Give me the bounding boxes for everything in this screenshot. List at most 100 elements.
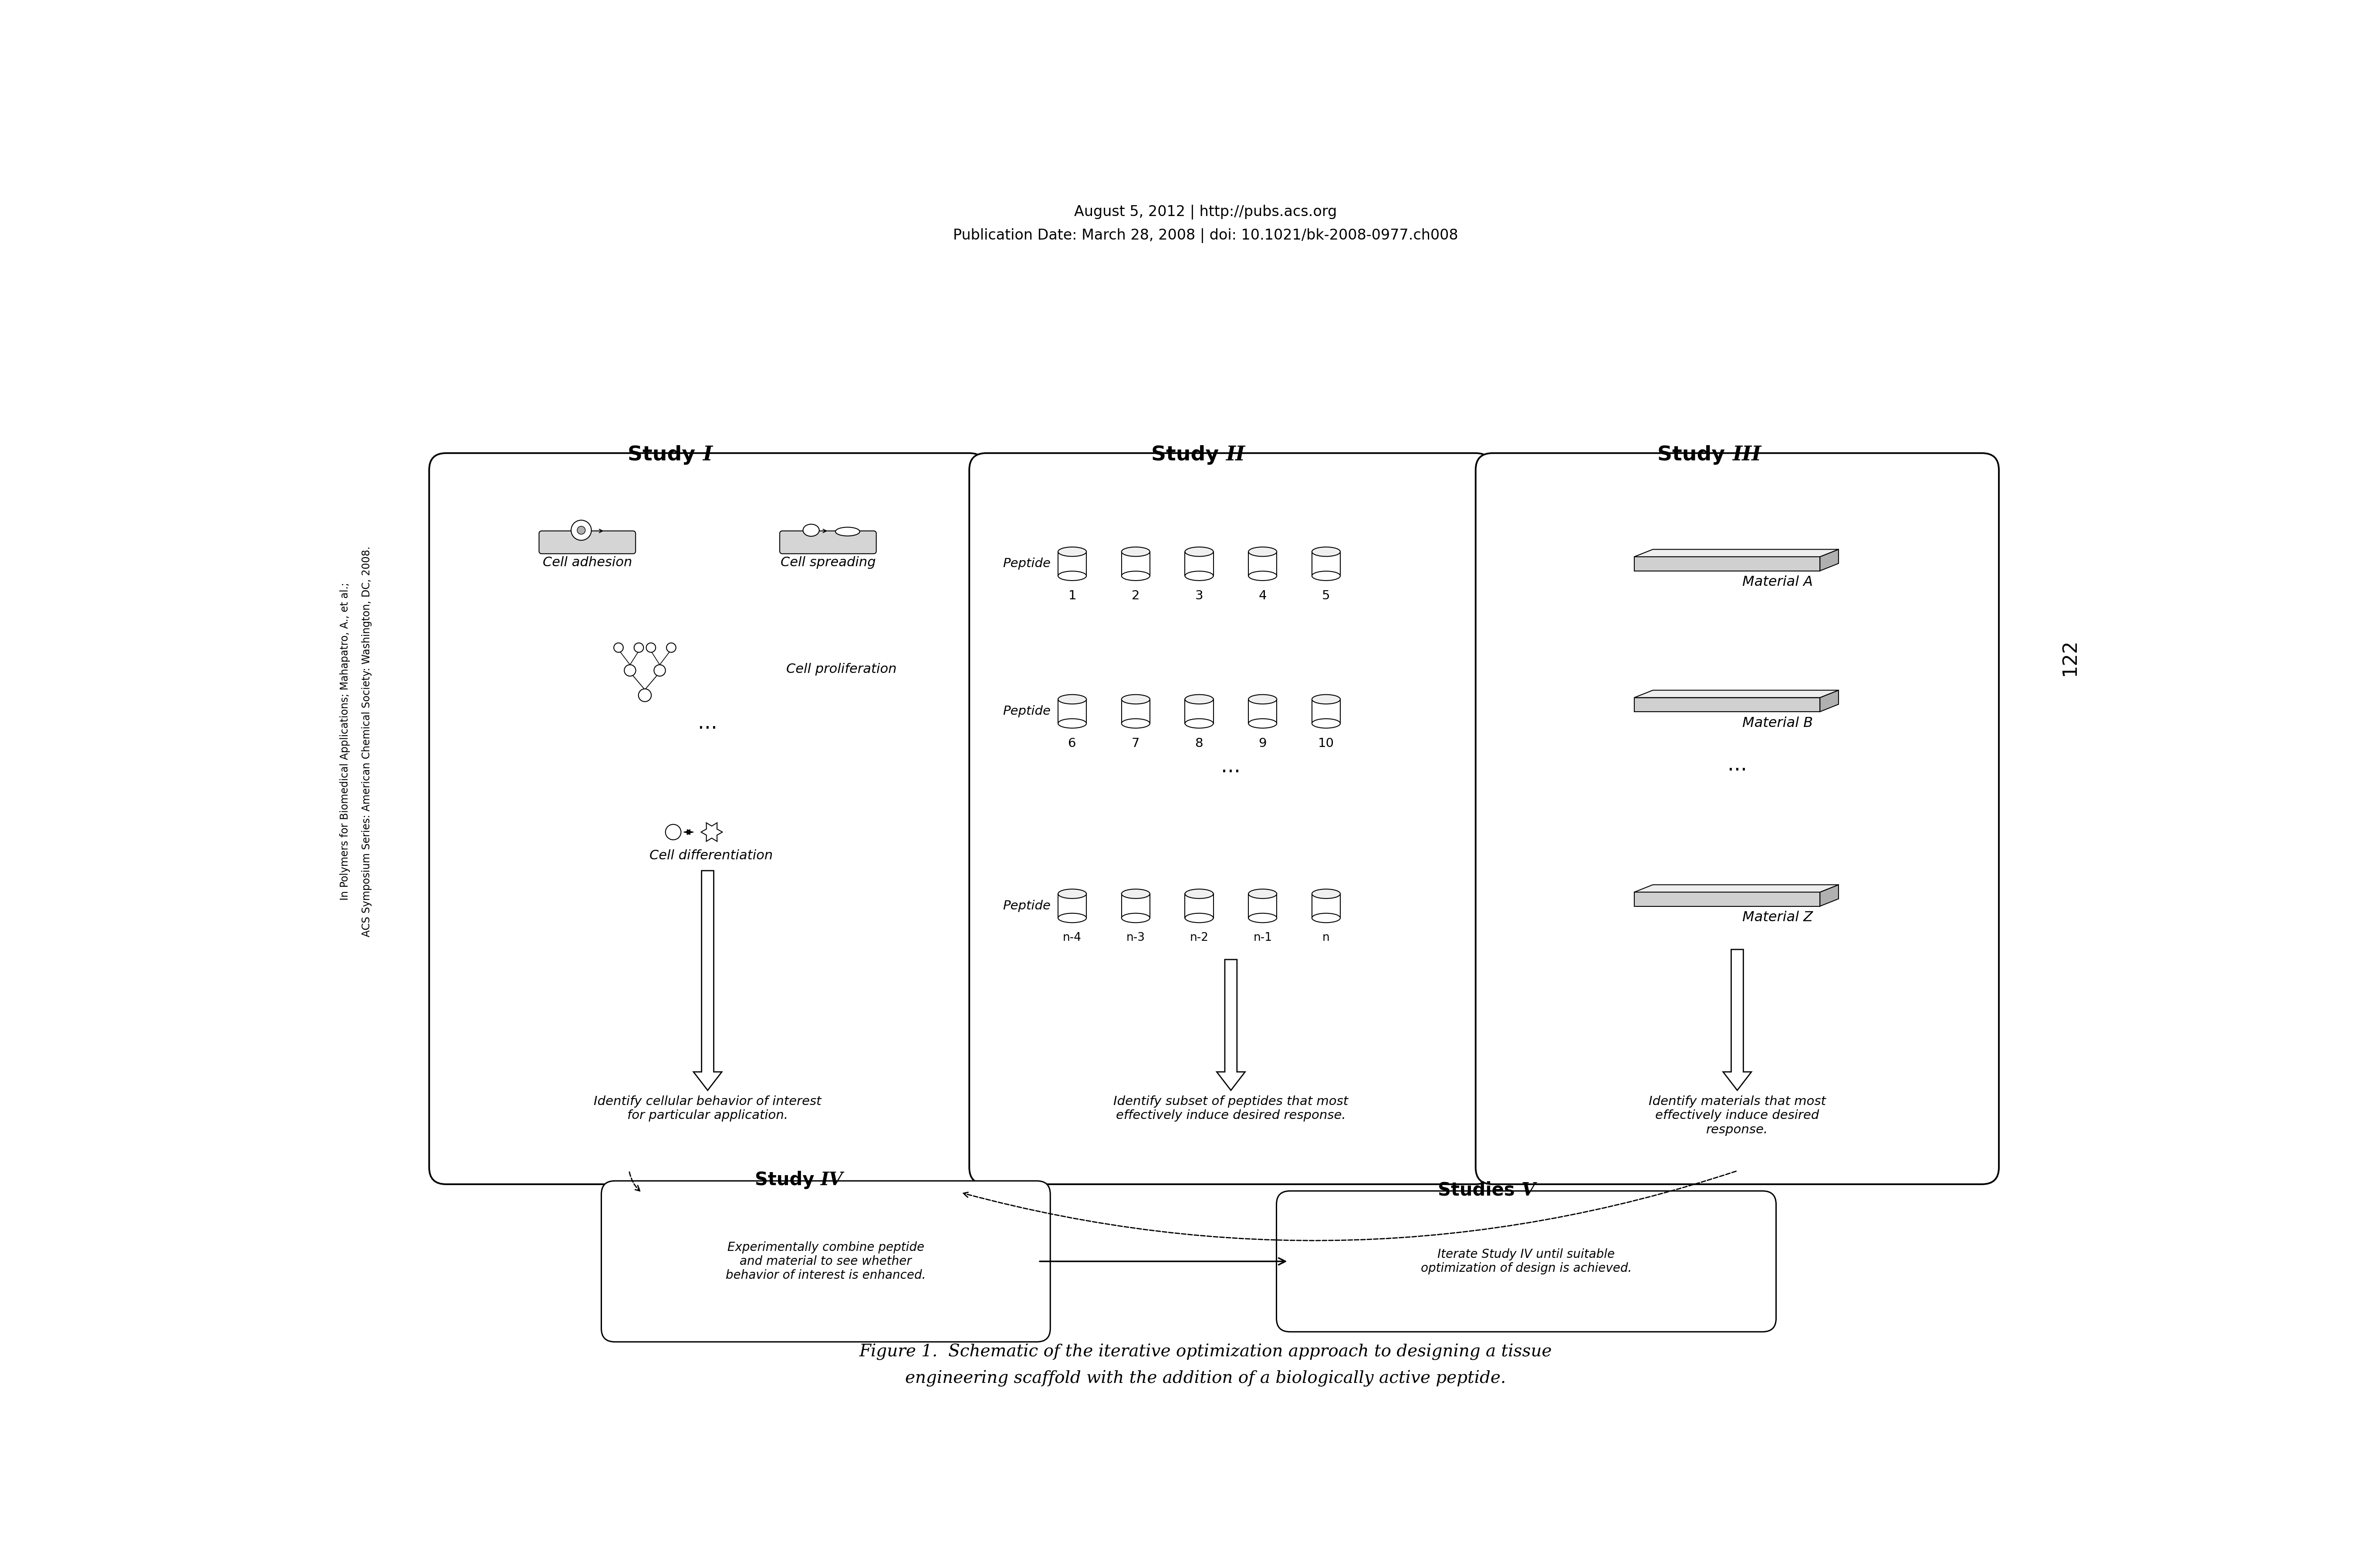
Polygon shape xyxy=(694,870,722,1090)
Text: 3: 3 xyxy=(1195,590,1202,602)
FancyBboxPatch shape xyxy=(428,453,986,1184)
FancyBboxPatch shape xyxy=(539,532,635,554)
Ellipse shape xyxy=(1186,913,1214,922)
Polygon shape xyxy=(1635,698,1819,712)
Bar xyxy=(1249,894,1278,917)
Text: Study: Study xyxy=(1151,445,1226,464)
Text: 2: 2 xyxy=(1132,590,1139,602)
Bar xyxy=(1186,894,1214,917)
Circle shape xyxy=(624,665,635,676)
Text: n-1: n-1 xyxy=(1254,931,1273,944)
Text: n: n xyxy=(1322,931,1329,944)
Bar xyxy=(1249,699,1278,723)
Ellipse shape xyxy=(835,527,859,536)
Text: Identify subset of peptides that most
effectively induce desired response.: Identify subset of peptides that most ef… xyxy=(1113,1096,1348,1121)
Text: 1: 1 xyxy=(1068,590,1075,602)
FancyBboxPatch shape xyxy=(969,453,1492,1184)
Circle shape xyxy=(654,665,666,676)
Text: Identify materials that most
effectively induce desired
response.: Identify materials that most effectively… xyxy=(1649,1096,1826,1135)
Text: August 5, 2012 | http://pubs.acs.org: August 5, 2012 | http://pubs.acs.org xyxy=(1075,205,1337,220)
Text: n-2: n-2 xyxy=(1191,931,1209,944)
Bar xyxy=(1122,552,1151,575)
Text: V: V xyxy=(1520,1181,1534,1200)
Polygon shape xyxy=(1819,549,1838,571)
Ellipse shape xyxy=(1186,889,1214,898)
Text: 7: 7 xyxy=(1132,737,1139,750)
Text: I: I xyxy=(704,445,713,464)
Ellipse shape xyxy=(1186,695,1214,704)
Text: ...: ... xyxy=(1727,756,1746,775)
Circle shape xyxy=(666,825,680,840)
Bar xyxy=(1059,699,1087,723)
Text: Iterate Study IV until suitable
optimization of design is achieved.: Iterate Study IV until suitable optimiza… xyxy=(1421,1248,1631,1275)
Polygon shape xyxy=(1635,884,1838,892)
Ellipse shape xyxy=(1059,913,1087,922)
Ellipse shape xyxy=(1249,571,1278,580)
Ellipse shape xyxy=(1059,547,1087,557)
Bar xyxy=(1313,552,1341,575)
Ellipse shape xyxy=(1249,718,1278,728)
Ellipse shape xyxy=(1122,718,1151,728)
Bar xyxy=(1122,894,1151,917)
Text: II: II xyxy=(1226,445,1245,464)
Bar xyxy=(1122,699,1151,723)
Ellipse shape xyxy=(1313,913,1341,922)
Ellipse shape xyxy=(1059,571,1087,580)
Text: 10: 10 xyxy=(1318,737,1334,750)
Ellipse shape xyxy=(1122,889,1151,898)
Circle shape xyxy=(647,643,656,652)
Bar xyxy=(1059,894,1087,917)
Ellipse shape xyxy=(1313,889,1341,898)
Circle shape xyxy=(576,527,586,535)
Circle shape xyxy=(666,643,675,652)
Text: IV: IV xyxy=(821,1171,842,1189)
Text: 8: 8 xyxy=(1195,737,1202,750)
Ellipse shape xyxy=(1186,571,1214,580)
Text: Identify cellular behavior of interest
for particular application.: Identify cellular behavior of interest f… xyxy=(593,1096,821,1121)
Text: Experimentally combine peptide
and material to see whether
behavior of interest : Experimentally combine peptide and mater… xyxy=(725,1242,925,1281)
Polygon shape xyxy=(701,823,722,842)
Polygon shape xyxy=(1819,690,1838,712)
Text: 122: 122 xyxy=(2061,640,2080,676)
Text: 4: 4 xyxy=(1259,590,1266,602)
Ellipse shape xyxy=(1122,547,1151,557)
Text: ACS Symposium Series: American Chemical Society: Washington, DC, 2008.: ACS Symposium Series: American Chemical … xyxy=(362,546,372,938)
Text: 6: 6 xyxy=(1068,737,1075,750)
Bar xyxy=(1313,699,1341,723)
Bar xyxy=(1186,552,1214,575)
Ellipse shape xyxy=(1122,695,1151,704)
Polygon shape xyxy=(1819,884,1838,906)
FancyBboxPatch shape xyxy=(602,1181,1049,1342)
Ellipse shape xyxy=(1122,571,1151,580)
Text: Studies: Studies xyxy=(1438,1181,1520,1200)
Polygon shape xyxy=(1635,549,1838,557)
FancyBboxPatch shape xyxy=(1475,453,2000,1184)
Text: In Polymers for Biomedical Applications; Mahapatro, A., et al.;: In Polymers for Biomedical Applications;… xyxy=(339,583,351,900)
Text: ...: ... xyxy=(699,713,718,732)
Ellipse shape xyxy=(1313,571,1341,580)
Ellipse shape xyxy=(1249,547,1278,557)
Ellipse shape xyxy=(1313,695,1341,704)
Polygon shape xyxy=(1722,950,1751,1090)
Text: Study: Study xyxy=(755,1171,821,1189)
Polygon shape xyxy=(1635,892,1819,906)
Text: n-3: n-3 xyxy=(1127,931,1146,944)
Ellipse shape xyxy=(1186,718,1214,728)
Polygon shape xyxy=(1635,557,1819,571)
Text: Study: Study xyxy=(1657,445,1732,464)
Bar xyxy=(1249,552,1278,575)
Ellipse shape xyxy=(1249,695,1278,704)
Ellipse shape xyxy=(1313,547,1341,557)
Ellipse shape xyxy=(1249,913,1278,922)
Text: Peptide: Peptide xyxy=(1002,706,1049,718)
Text: 9: 9 xyxy=(1259,737,1266,750)
Text: engineering scaffold with the addition of a biologically active peptide.: engineering scaffold with the addition o… xyxy=(906,1370,1506,1388)
Text: Peptide: Peptide xyxy=(1002,558,1049,569)
Circle shape xyxy=(638,688,652,701)
Bar xyxy=(1186,699,1214,723)
Text: 5: 5 xyxy=(1322,590,1329,602)
Text: Figure 1.  Schematic of the iterative optimization approach to designing a tissu: Figure 1. Schematic of the iterative opt… xyxy=(859,1344,1553,1359)
Circle shape xyxy=(572,521,591,541)
Text: III: III xyxy=(1732,445,1760,464)
Polygon shape xyxy=(1217,960,1245,1090)
